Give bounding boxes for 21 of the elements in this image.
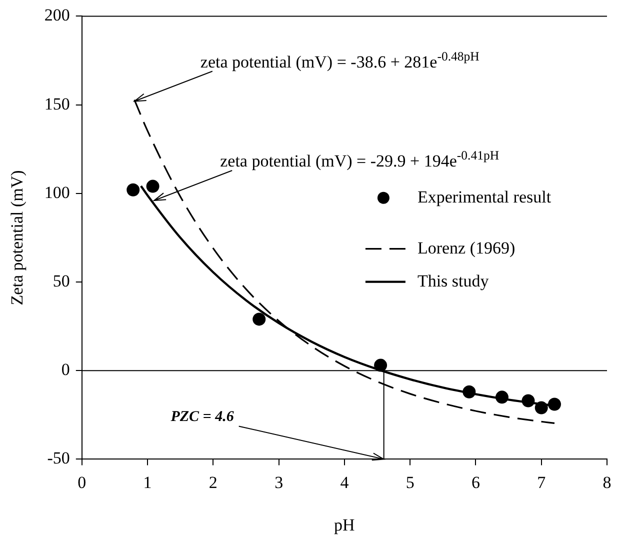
x-tick-label: 3 bbox=[274, 472, 284, 492]
x-tick-label: 1 bbox=[143, 472, 152, 492]
y-tick-label: 200 bbox=[44, 6, 70, 25]
x-tick-label: 4 bbox=[340, 472, 350, 492]
legend-label: This study bbox=[417, 271, 490, 290]
y-tick-label: -50 bbox=[47, 448, 70, 468]
x-tick-label: 6 bbox=[471, 472, 480, 492]
x-tick-label: 8 bbox=[602, 472, 612, 492]
y-axis-title: Zeta potential (mV) bbox=[8, 170, 27, 306]
legend-label: Experimental result bbox=[417, 187, 552, 206]
legend-label: Lorenz (1969) bbox=[417, 238, 516, 258]
x-axis-title: pH bbox=[334, 515, 355, 534]
x-tick-label: 0 bbox=[78, 472, 86, 492]
x-tick-label: 2 bbox=[208, 472, 218, 492]
y-tick-label: 150 bbox=[44, 94, 70, 114]
ref-line-label: PZC = 4.6 bbox=[170, 409, 234, 426]
y-tick-label: 0 bbox=[61, 360, 70, 380]
y-tick-label: 100 bbox=[44, 182, 70, 202]
y-tick-label: 50 bbox=[52, 271, 70, 290]
x-tick-label: 5 bbox=[406, 472, 414, 492]
x-tick-label: 7 bbox=[537, 472, 546, 492]
